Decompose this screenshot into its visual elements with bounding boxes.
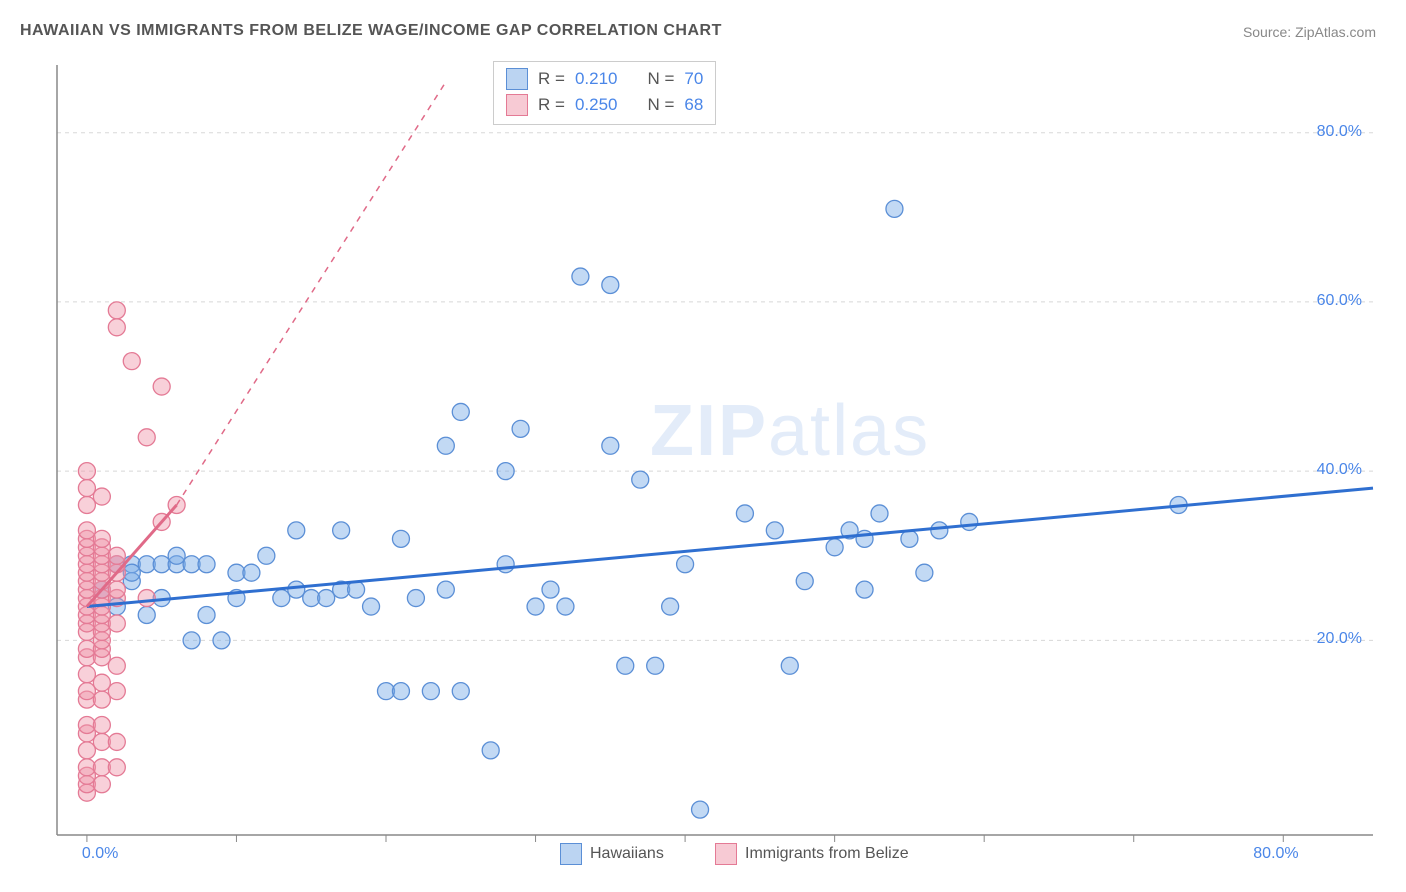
legend-swatch [506,68,528,90]
y-tick-label: 20.0% [1317,630,1362,648]
chart-area: ZIPatlas 20.0%40.0%60.0%80.0%0.0%80.0% R… [50,55,1380,845]
legend-item: Hawaiians [560,843,664,865]
stats-row: R = 0.250 N = 68 [506,92,703,118]
n-value: 70 [684,69,703,89]
y-tick-label: 80.0% [1317,123,1362,141]
source-label: Source: ZipAtlas.com [1243,24,1376,40]
chart-title: HAWAIIAN VS IMMIGRANTS FROM BELIZE WAGE/… [20,22,722,40]
legend-swatch [715,843,737,865]
n-label: N = [647,69,674,89]
y-tick-label: 40.0% [1317,461,1362,479]
n-label: N = [647,95,674,115]
x-tick-label: 0.0% [82,845,118,863]
stats-box: R = 0.210 N = 70 R = 0.250 N = 68 [493,61,716,125]
legend-swatch [506,94,528,116]
r-value: 0.210 [575,69,618,89]
legend-label: Immigrants from Belize [745,845,909,863]
n-value: 68 [684,95,703,115]
legend-swatch [560,843,582,865]
scatter-plot [50,55,1380,845]
r-value: 0.250 [575,95,618,115]
y-tick-label: 60.0% [1317,292,1362,310]
r-label: R = [538,95,565,115]
r-label: R = [538,69,565,89]
x-tick-label: 80.0% [1253,845,1298,863]
legend-item: Immigrants from Belize [715,843,909,865]
legend-label: Hawaiians [590,845,664,863]
stats-row: R = 0.210 N = 70 [506,66,703,92]
